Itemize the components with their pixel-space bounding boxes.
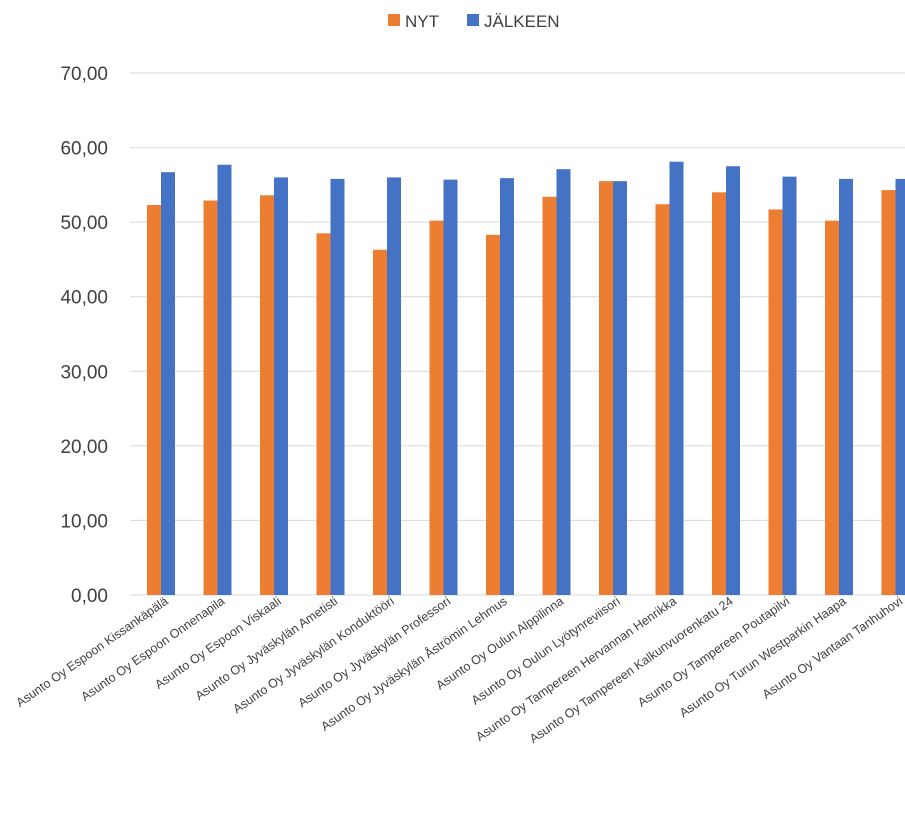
bar-nyt [486,234,500,595]
bar-nyt [373,249,387,595]
bar-jalkeen [839,178,853,596]
bar-jalkeen [387,177,401,595]
bars [147,161,905,596]
bar-nyt [429,220,444,595]
bar-nyt [260,195,274,595]
bar-jalkeen [669,161,684,596]
legend-swatch [467,14,479,26]
bar-jalkeen [500,178,514,595]
gridlines [130,72,905,596]
y-axis: 0,00 10,00 20,00 30,00 40,00 50,00 60,00 70,00 [60,64,108,607]
y-tick-label: 50,00 [60,213,108,234]
bar-nyt [599,181,613,595]
legend-label: NYT [405,12,439,31]
legend-swatch [388,14,400,26]
bar-nyt [825,220,839,595]
y-tick-label: 40,00 [60,288,108,309]
bar-jalkeen [613,181,627,595]
bar-jalkeen [161,172,175,595]
bar-nyt [712,192,726,596]
y-tick-label: 0,00 [71,586,108,607]
y-tick-label: 20,00 [60,437,108,458]
y-tick-label: 60,00 [60,139,108,160]
bar-jalkeen [274,177,288,595]
bar-nyt [203,200,218,595]
bar-nyt [655,204,670,595]
bar-jalkeen [782,176,797,595]
legend: NYT JÄLKEEN [388,12,560,31]
bar-nyt [542,196,557,595]
bar-jalkeen [895,178,905,596]
bar-jalkeen [726,166,740,595]
bar-nyt [316,233,331,596]
bar-nyt [881,190,896,595]
y-tick-label: 10,00 [60,511,108,532]
bar-jalkeen [330,178,345,596]
bar-nyt [147,204,161,595]
y-tick-label: 70,00 [60,64,108,85]
x-tick-label: Asunto Oy Tampereen Hervannan Henrikka [473,594,679,744]
bar-nyt [768,209,783,596]
legend-label: JÄLKEEN [484,12,560,31]
bar-jalkeen [443,179,458,595]
x-tick-label: Asunto Oy Tampereen Kalkunvuorenkatu 24 [527,594,736,746]
bar-jalkeen [556,169,571,595]
bar-jalkeen [217,164,232,596]
y-tick-label: 30,00 [60,362,108,383]
